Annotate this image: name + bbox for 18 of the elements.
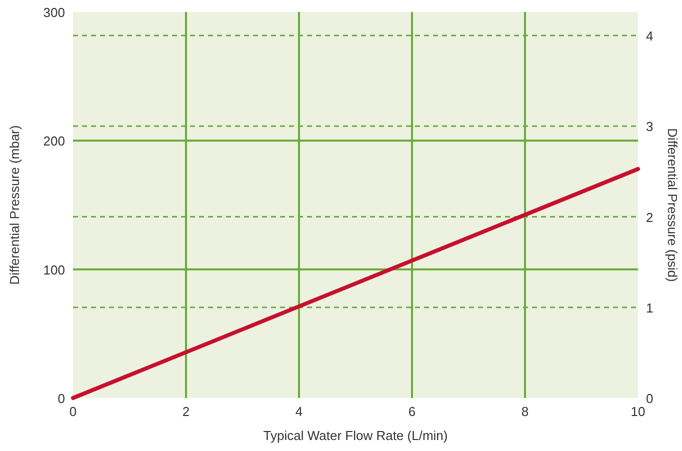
y2-axis-title: Differential Pressure (psid) — [665, 128, 680, 282]
y2-tick-label: 0 — [646, 391, 654, 406]
x-tick-label: 10 — [630, 404, 646, 419]
x-axis-title: Typical Water Flow Rate (L/min) — [263, 428, 448, 443]
x-tick-label: 8 — [521, 404, 529, 419]
y2-tick-label: 2 — [646, 210, 654, 225]
x-tick-label: 6 — [408, 404, 416, 419]
y2-tick-label: 3 — [646, 119, 654, 134]
y2-tick-label: 4 — [646, 28, 654, 44]
y-tick-label: 200 — [43, 134, 65, 149]
y-tick-label: 0 — [58, 391, 65, 406]
y-tick-label: 100 — [43, 262, 65, 278]
y-axis-title: Differential Pressure (mbar) — [7, 125, 22, 285]
x-tick-label: 2 — [182, 404, 190, 419]
y-tick-label: 300 — [43, 5, 65, 20]
x-tick-label: 4 — [295, 404, 303, 419]
x-tick-label: 0 — [69, 404, 77, 419]
y2-tick-label: 1 — [646, 300, 654, 316]
